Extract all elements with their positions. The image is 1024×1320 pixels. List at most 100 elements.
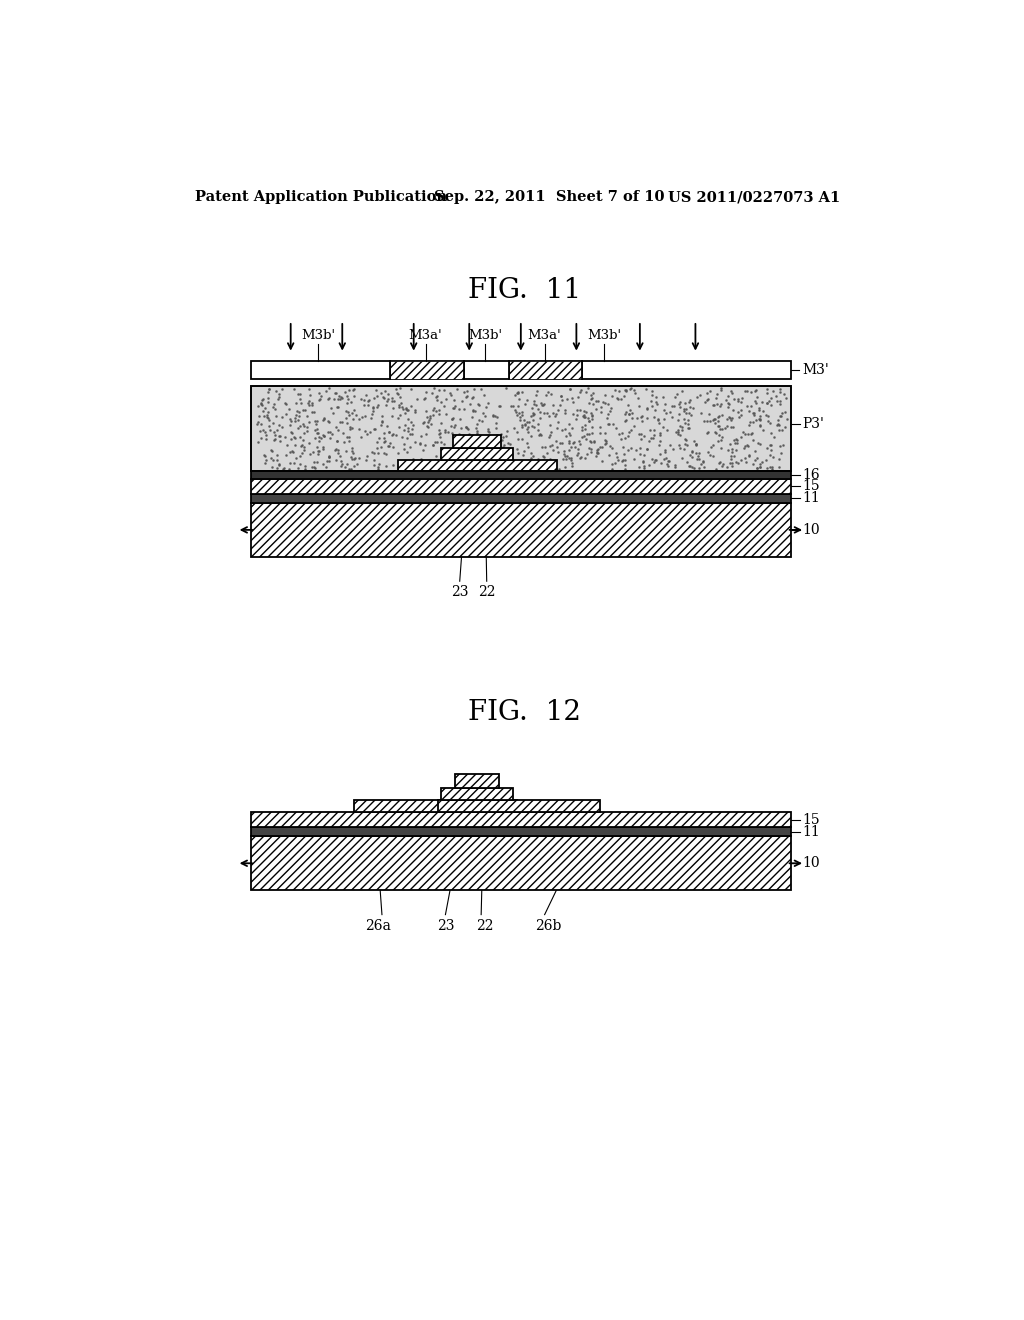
Point	[763, 422, 779, 444]
Point	[337, 457, 353, 478]
Point	[712, 451, 728, 473]
Point	[506, 417, 522, 438]
Point	[525, 403, 542, 424]
Point	[484, 428, 501, 449]
Point	[616, 380, 633, 401]
Point	[617, 379, 634, 400]
Point	[737, 424, 754, 445]
Point	[255, 388, 271, 409]
Point	[419, 416, 435, 437]
Point	[475, 453, 492, 474]
Point	[550, 411, 566, 432]
Text: M3a': M3a'	[527, 330, 561, 342]
Point	[516, 409, 532, 430]
Point	[374, 412, 390, 433]
Point	[555, 441, 571, 462]
Point	[487, 417, 504, 438]
Point	[499, 444, 515, 465]
Point	[288, 404, 304, 425]
Point	[276, 426, 293, 447]
Point	[400, 421, 417, 442]
Point	[542, 414, 558, 436]
Point	[460, 418, 476, 440]
Point	[376, 422, 392, 444]
Point	[762, 457, 778, 478]
Point	[532, 401, 549, 422]
Point	[454, 453, 470, 474]
Point	[296, 440, 312, 461]
Point	[659, 450, 676, 471]
Point	[412, 433, 428, 454]
Point	[557, 457, 573, 478]
Point	[692, 384, 709, 405]
Point	[318, 381, 335, 403]
Point	[752, 433, 768, 454]
Point	[473, 379, 489, 400]
Point	[676, 399, 692, 420]
Point	[282, 453, 298, 474]
Point	[470, 430, 486, 451]
Point	[300, 411, 316, 432]
Point	[509, 438, 525, 459]
Point	[359, 395, 376, 416]
Point	[651, 413, 668, 434]
Point	[769, 414, 785, 436]
Point	[732, 426, 749, 447]
Point	[523, 457, 540, 478]
Point	[617, 411, 634, 432]
Point	[434, 453, 451, 474]
Point	[522, 442, 539, 463]
Text: 22: 22	[476, 919, 494, 933]
Point	[297, 455, 313, 477]
Point	[479, 420, 496, 441]
Point	[283, 421, 299, 442]
Point	[517, 413, 534, 434]
Point	[665, 438, 681, 459]
Point	[715, 454, 731, 475]
Point	[259, 407, 275, 428]
Point	[431, 400, 447, 421]
Point	[739, 424, 756, 445]
Point	[560, 433, 577, 454]
Point	[749, 409, 765, 430]
Point	[443, 422, 460, 444]
Point	[351, 408, 368, 429]
Point	[522, 405, 539, 426]
Point	[684, 446, 700, 467]
Point	[651, 422, 668, 444]
Text: 10: 10	[803, 523, 820, 537]
Point	[319, 411, 336, 432]
Point	[621, 404, 637, 425]
Point	[561, 440, 578, 461]
Point	[622, 400, 638, 421]
Text: P3': P3'	[803, 417, 824, 432]
Point	[358, 445, 375, 466]
Point	[564, 403, 581, 424]
Point	[688, 442, 705, 463]
Point	[611, 424, 628, 445]
Point	[701, 444, 718, 465]
Point	[752, 408, 768, 429]
Point	[636, 457, 652, 478]
Point	[464, 388, 480, 409]
Point	[772, 393, 788, 414]
Point	[299, 420, 315, 441]
Point	[639, 408, 655, 429]
Point	[432, 426, 449, 447]
Point	[728, 440, 744, 461]
Text: M3': M3'	[803, 363, 829, 376]
Point	[263, 441, 280, 462]
Point	[682, 405, 698, 426]
Point	[388, 425, 404, 446]
Point	[679, 434, 695, 455]
Point	[573, 380, 590, 401]
Point	[436, 379, 453, 400]
Point	[644, 380, 660, 401]
Point	[355, 395, 372, 416]
Point	[469, 450, 485, 471]
Point	[271, 414, 288, 436]
Point	[304, 401, 321, 422]
Point	[721, 407, 737, 428]
Text: 10: 10	[803, 857, 820, 870]
Text: 15: 15	[803, 479, 820, 494]
